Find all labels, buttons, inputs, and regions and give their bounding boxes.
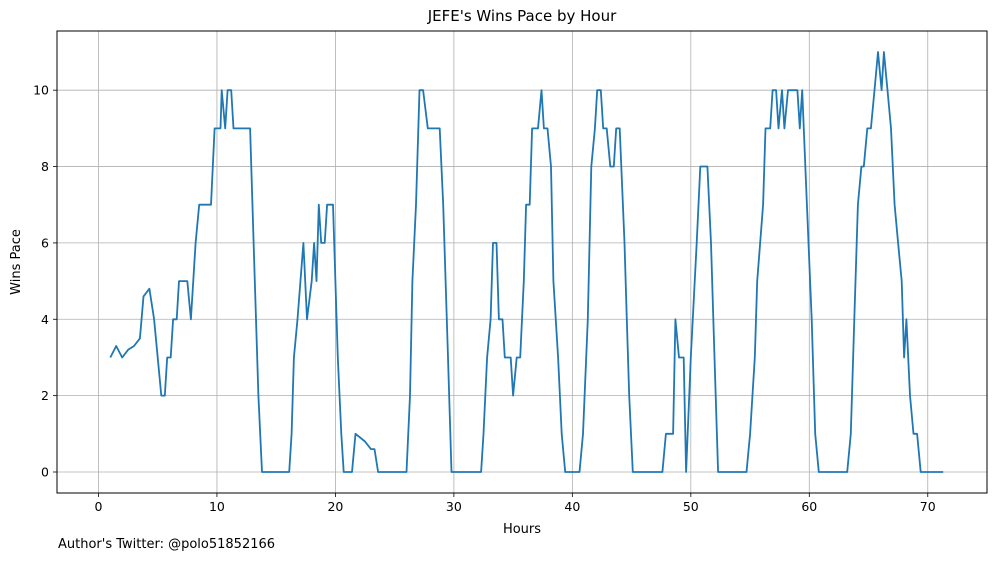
x-ticks: 0 10 20 30 40 50 60 70 (94, 493, 936, 514)
y-tick-label: 6 (41, 235, 49, 250)
author-twitter-note: Author's Twitter: @polo51852166 (58, 537, 276, 552)
y-axis-label: Wins Pace (9, 229, 24, 295)
x-tick-label: 10 (209, 499, 225, 514)
chart-title: JEFE's Wins Pace by Hour (427, 7, 617, 25)
x-tick-label: 30 (446, 499, 462, 514)
y-tick-label: 10 (33, 83, 49, 98)
x-tick-label: 40 (564, 499, 580, 514)
y-tick-label: 4 (41, 312, 49, 327)
x-tick-label: 0 (94, 499, 102, 514)
y-ticks: 0 2 4 6 8 10 (33, 83, 57, 480)
x-tick-label: 70 (920, 499, 936, 514)
series (109, 51, 944, 473)
y-tick-label: 2 (41, 388, 49, 403)
plot-frame (56, 30, 988, 494)
y-tick-label: 0 (41, 465, 49, 480)
series-line-0 (109, 51, 944, 473)
x-tick-label: 50 (683, 499, 699, 514)
x-axis-label: Hours (503, 522, 541, 537)
y-tick-label: 8 (41, 159, 49, 174)
x-tick-label: 60 (801, 499, 817, 514)
x-tick-label: 20 (327, 499, 343, 514)
grid (57, 31, 987, 493)
